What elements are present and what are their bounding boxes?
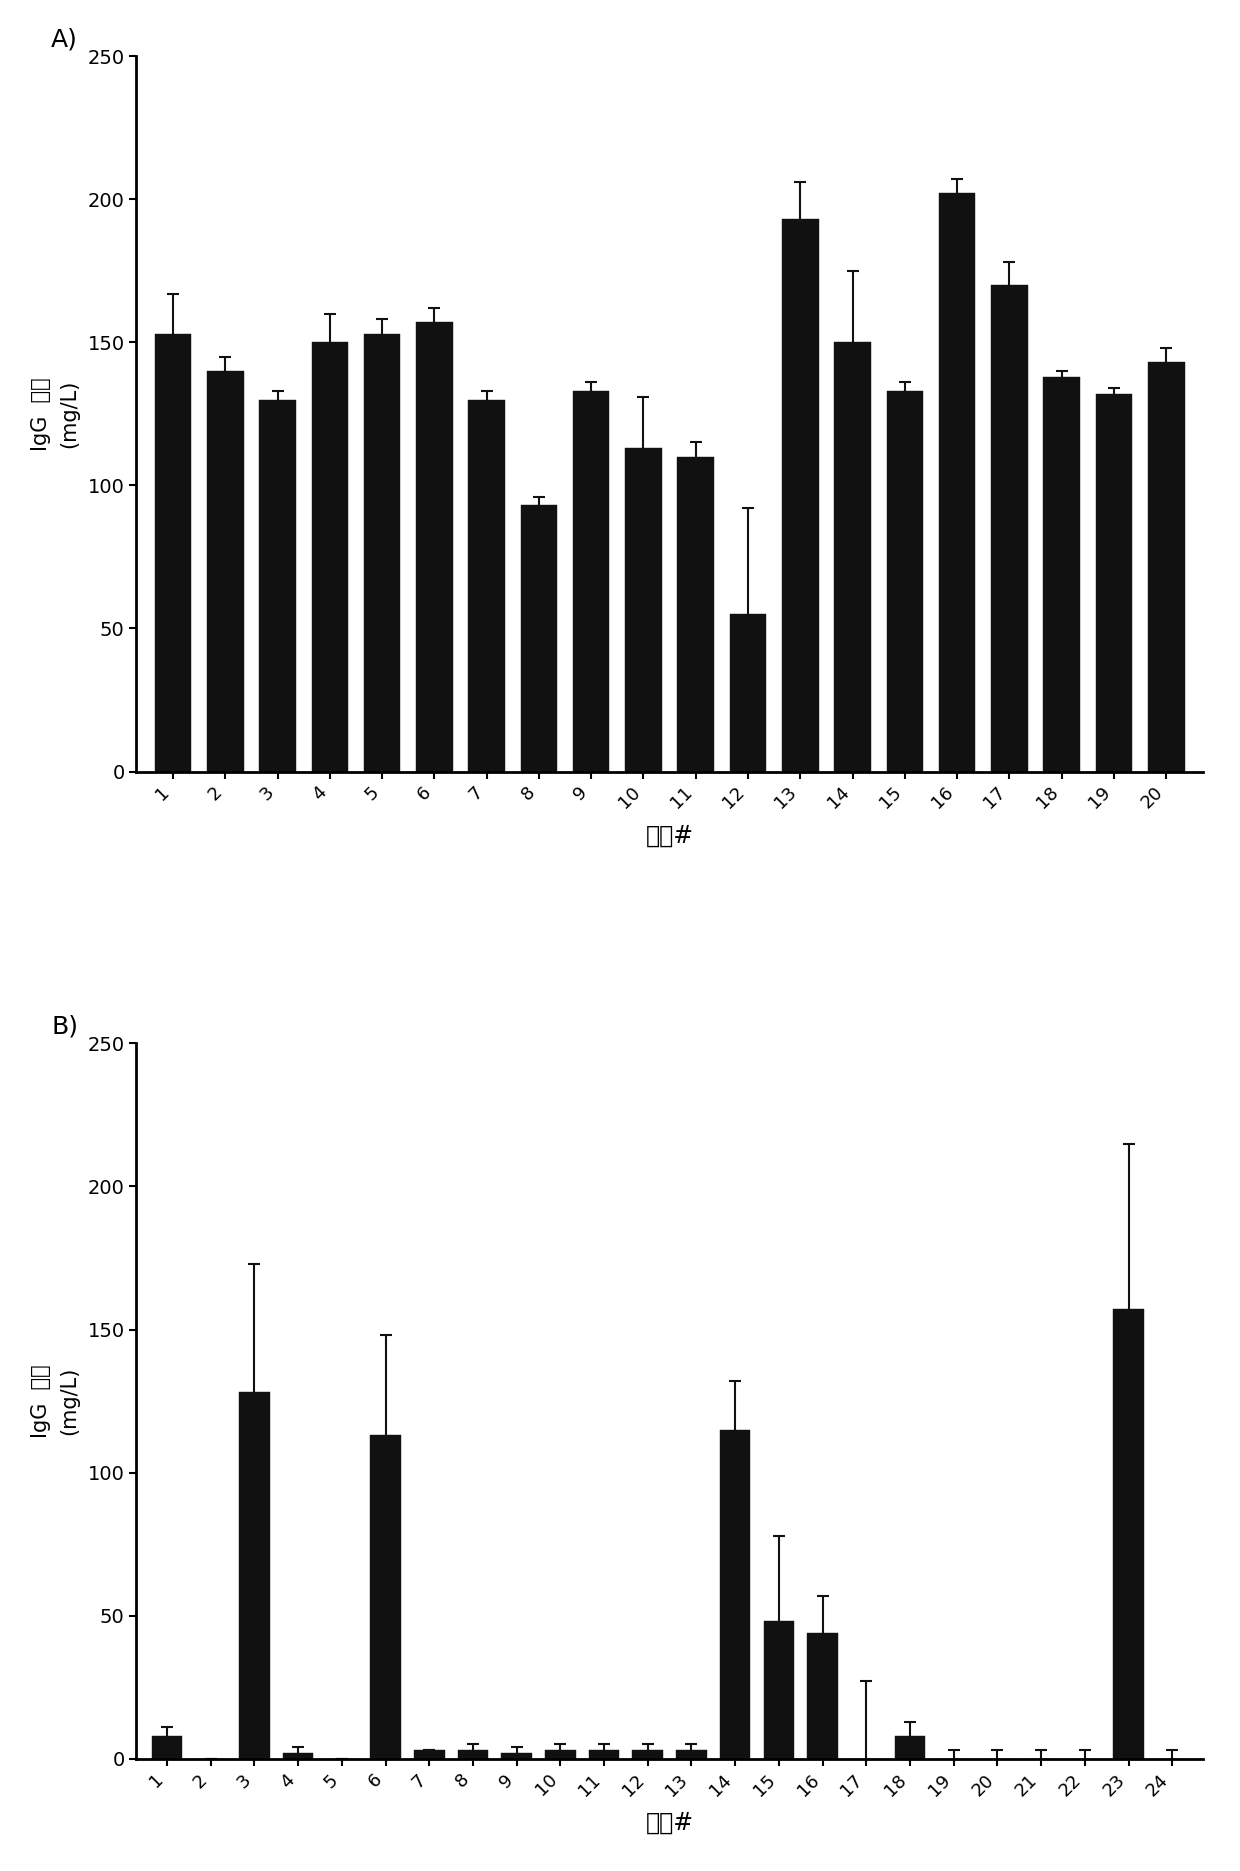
- Bar: [807, 1633, 838, 1759]
- Bar: [458, 1749, 489, 1759]
- Bar: [151, 1736, 182, 1759]
- Bar: [895, 1736, 925, 1759]
- Bar: [546, 1749, 575, 1759]
- Text: A): A): [51, 28, 78, 52]
- Bar: [991, 284, 1028, 771]
- Bar: [632, 1749, 663, 1759]
- Bar: [835, 342, 870, 771]
- Bar: [1096, 393, 1132, 771]
- Bar: [764, 1622, 794, 1759]
- Bar: [414, 1749, 444, 1759]
- Bar: [720, 1429, 750, 1759]
- Bar: [155, 333, 191, 771]
- Bar: [371, 1435, 401, 1759]
- X-axis label: 克隆#: 克隆#: [646, 1811, 693, 1835]
- Bar: [625, 449, 662, 771]
- Bar: [239, 1392, 270, 1759]
- Bar: [259, 400, 296, 771]
- Y-axis label: IgG  浓度
(mg/L): IgG 浓度 (mg/L): [31, 378, 79, 451]
- Bar: [1114, 1310, 1143, 1759]
- Bar: [1043, 376, 1080, 771]
- Bar: [469, 400, 505, 771]
- Bar: [573, 391, 610, 771]
- Bar: [363, 333, 401, 771]
- X-axis label: 克隆#: 克隆#: [646, 823, 693, 848]
- Text: B): B): [51, 1014, 78, 1038]
- Bar: [782, 219, 818, 771]
- Bar: [939, 193, 976, 771]
- Y-axis label: IgG  浓度
(mg/L): IgG 浓度 (mg/L): [31, 1364, 79, 1437]
- Bar: [283, 1753, 314, 1759]
- Bar: [311, 342, 348, 771]
- Bar: [589, 1749, 619, 1759]
- Bar: [207, 370, 243, 771]
- Bar: [677, 457, 714, 771]
- Bar: [501, 1753, 532, 1759]
- Bar: [1148, 363, 1184, 771]
- Bar: [887, 391, 923, 771]
- Bar: [417, 322, 453, 771]
- Bar: [676, 1749, 707, 1759]
- Bar: [729, 614, 766, 771]
- Bar: [521, 505, 557, 771]
